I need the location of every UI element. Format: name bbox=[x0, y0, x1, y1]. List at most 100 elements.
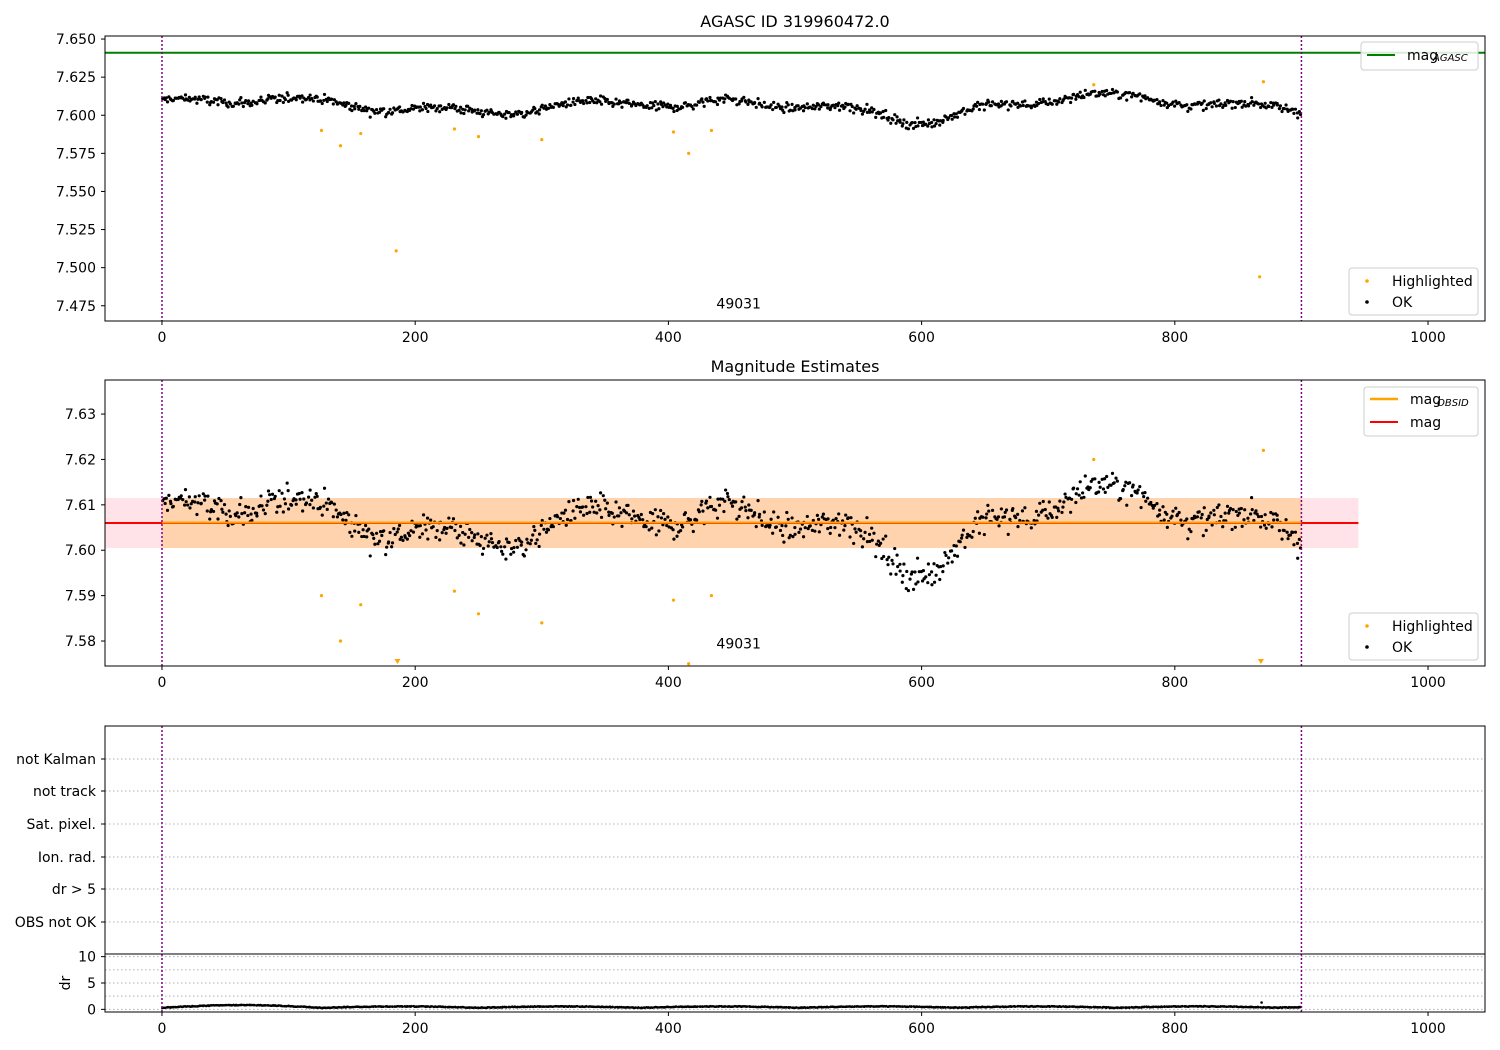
ok-point bbox=[300, 491, 304, 495]
dr-point bbox=[1257, 1005, 1260, 1009]
ok-point bbox=[537, 108, 542, 112]
dr-point bbox=[972, 1005, 976, 1009]
ok-point bbox=[1124, 90, 1128, 95]
ok-point bbox=[283, 502, 288, 506]
ok-point bbox=[924, 575, 928, 579]
ok-point bbox=[585, 511, 589, 516]
ok-point bbox=[1041, 100, 1045, 104]
ok-point bbox=[1277, 528, 1282, 533]
ok-point bbox=[1202, 506, 1206, 510]
ok-point bbox=[1186, 537, 1190, 541]
ok-point bbox=[742, 495, 746, 499]
ok-point bbox=[913, 120, 917, 125]
ok-point bbox=[567, 97, 571, 101]
y-tick-label: 7.575 bbox=[56, 146, 96, 162]
ok-point bbox=[952, 112, 956, 116]
ok-point bbox=[902, 118, 906, 122]
ok-point bbox=[310, 498, 314, 502]
ok-point bbox=[562, 511, 566, 515]
ok-point bbox=[199, 97, 203, 102]
ok-point bbox=[266, 97, 270, 101]
ok-point bbox=[963, 112, 967, 116]
ok-point bbox=[304, 501, 309, 505]
panel-dr: 0 200 400 600 800 1000 0 5 10 dr bbox=[58, 950, 1486, 1037]
ok-point bbox=[895, 553, 899, 557]
ok-point bbox=[1280, 109, 1284, 114]
ok-point bbox=[353, 529, 357, 533]
y-tick-label: 0 bbox=[87, 1002, 96, 1018]
ok-point bbox=[947, 556, 951, 560]
ok-point bbox=[571, 100, 575, 104]
ok-point bbox=[1270, 105, 1274, 110]
ok-point bbox=[791, 535, 795, 539]
ok-point bbox=[1158, 508, 1162, 512]
ok-point bbox=[418, 105, 422, 109]
dr-point bbox=[1163, 1005, 1167, 1009]
ok-point bbox=[499, 545, 503, 549]
ok-point bbox=[854, 530, 858, 534]
ok-point bbox=[814, 104, 818, 108]
ok-point bbox=[849, 516, 853, 520]
ok-point bbox=[603, 96, 607, 101]
dr-point bbox=[374, 1005, 378, 1008]
ok-point bbox=[411, 530, 416, 534]
ok-point bbox=[717, 503, 722, 507]
ok-point bbox=[1016, 512, 1020, 516]
ok-point bbox=[1143, 94, 1147, 98]
ok-point bbox=[1142, 494, 1146, 499]
ok-point bbox=[916, 580, 920, 584]
ok-point bbox=[734, 500, 738, 504]
ok-point bbox=[187, 95, 191, 99]
ok-point bbox=[163, 501, 167, 506]
ok-point bbox=[855, 104, 859, 108]
ok-point bbox=[208, 517, 212, 521]
dr-point bbox=[388, 1005, 392, 1008]
ok-point bbox=[1100, 477, 1104, 481]
ok-point bbox=[1130, 494, 1134, 498]
ok-point bbox=[220, 507, 224, 511]
dr-point bbox=[457, 1005, 460, 1009]
ok-point bbox=[239, 495, 243, 500]
ok-point bbox=[982, 108, 986, 112]
ok-point bbox=[514, 538, 518, 543]
ok-point bbox=[382, 529, 386, 533]
x-tick-label: 0 bbox=[158, 330, 167, 346]
ok-point bbox=[280, 94, 284, 98]
ok-point bbox=[598, 94, 603, 98]
ok-point bbox=[183, 93, 188, 97]
ok-point bbox=[1082, 495, 1086, 499]
ok-point bbox=[1011, 99, 1015, 103]
axes-frame bbox=[104, 725, 1486, 955]
ok-point bbox=[512, 550, 516, 554]
ok-point bbox=[363, 523, 368, 528]
ok-point bbox=[1286, 537, 1290, 541]
ok-point bbox=[418, 524, 422, 528]
ok-point bbox=[829, 525, 833, 530]
ok-point bbox=[1233, 525, 1237, 529]
ok-point bbox=[269, 497, 273, 502]
ok-point bbox=[926, 118, 931, 122]
ok-point bbox=[1250, 100, 1254, 104]
ok-point bbox=[1263, 101, 1267, 105]
ok-point bbox=[385, 545, 389, 549]
dr-point bbox=[576, 1004, 579, 1008]
ok-point bbox=[921, 120, 925, 124]
dr-point bbox=[426, 1005, 430, 1008]
ok-point bbox=[380, 533, 384, 538]
ok-point bbox=[1078, 480, 1082, 484]
flag-label: dr > 5 bbox=[52, 882, 96, 898]
dr-point bbox=[901, 1005, 905, 1008]
ok-point bbox=[512, 546, 516, 550]
ok-point bbox=[524, 113, 528, 117]
ok-point bbox=[255, 102, 259, 106]
ok-point bbox=[982, 532, 986, 537]
ok-point bbox=[947, 116, 951, 120]
ok-point bbox=[996, 515, 1001, 519]
ok-point bbox=[424, 106, 428, 111]
ok-point bbox=[308, 502, 312, 507]
ok-point bbox=[695, 103, 699, 107]
ok-point bbox=[504, 537, 509, 541]
ok-point bbox=[1284, 103, 1288, 107]
ok-point bbox=[1123, 484, 1127, 488]
ok-point bbox=[898, 569, 902, 573]
